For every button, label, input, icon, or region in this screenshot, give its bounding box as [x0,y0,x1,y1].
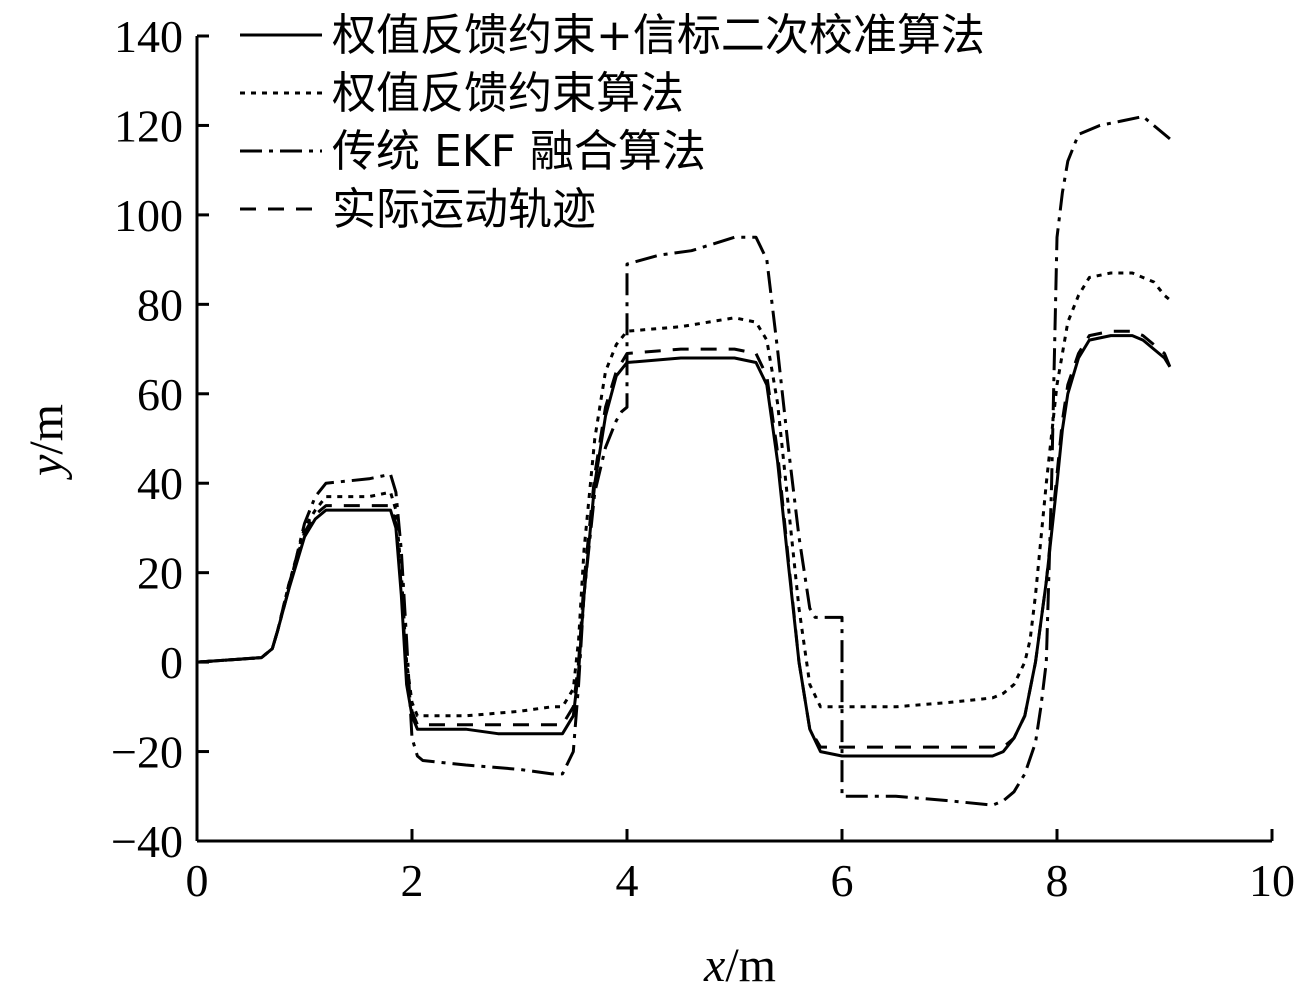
y-tick-label: 60 [137,369,183,420]
series-line-4 [196,329,1172,749]
y-tick-label: 0 [160,637,183,688]
x-tick-label: 6 [831,855,854,906]
x-tick-label: 4 [616,855,639,906]
chart-axes: −40 −20 0 20 40 60 80 100 120 140 0 2 4 6 8 10 [111,11,1295,906]
x-tick-label: 2 [401,855,424,906]
legend-label-3: 传统 EKF 融合算法 [332,126,706,177]
x-tick-label: 8 [1046,855,1069,906]
y-axis-label: y/m [20,404,73,481]
series-line-3 [196,115,1171,807]
y-tick-label: 100 [114,190,183,241]
x-axis-label: x/m [703,939,776,992]
chart-series-layer [196,115,1172,807]
series-line-2 [196,271,1171,718]
y-tick-label: 40 [137,458,183,509]
y-tick-label: 140 [114,11,183,62]
legend-label-1: 权值反馈约束+信标二次校准算法 [332,10,985,61]
legend-label-2: 权值反馈约束算法 [332,68,684,119]
y-tick-label: −20 [111,727,183,778]
series-line-1 [196,334,1172,758]
y-tick-label: 80 [137,279,183,330]
y-tick-label: 20 [137,548,183,599]
legend-label-4: 实际运动轨迹 [332,184,596,235]
x-tick-label: 10 [1249,855,1295,906]
x-tick-label: 0 [186,855,209,906]
y-tick-label: −40 [111,816,183,867]
y-tick-label: 120 [114,100,183,151]
